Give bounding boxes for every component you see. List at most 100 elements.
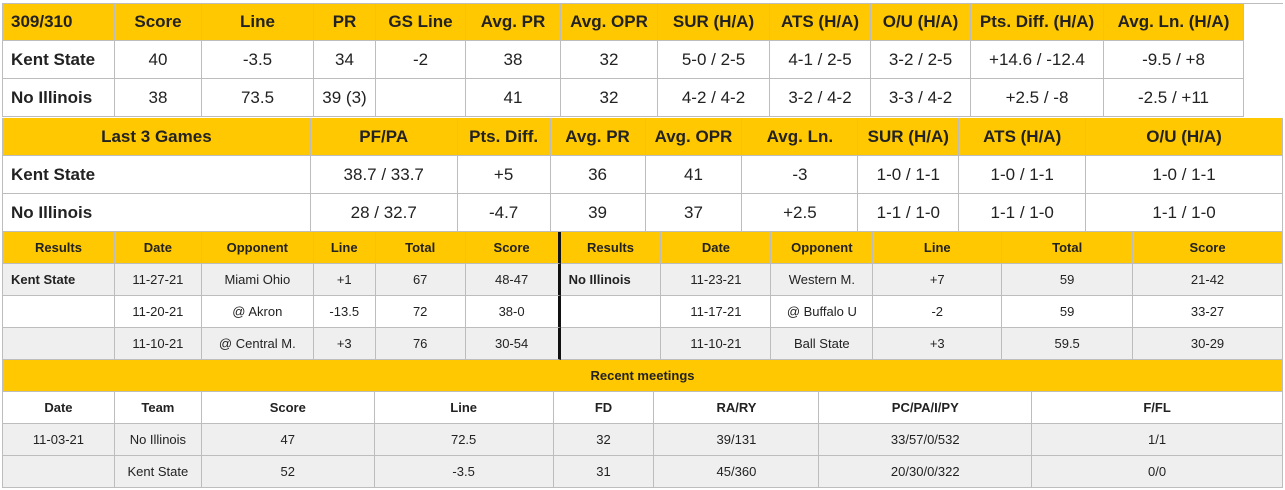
team-name: No Illinois xyxy=(114,424,202,456)
results-cell: 11-20-21 xyxy=(114,296,202,328)
meetings-header-cell: Line xyxy=(374,392,554,424)
matchup-cell xyxy=(376,79,466,117)
last3-header-cell: ATS (H/A) xyxy=(959,118,1087,156)
matchup-header-cell: SUR (H/A) xyxy=(658,4,770,41)
team-name: Kent State xyxy=(3,264,115,296)
results-cell: 48-47 xyxy=(465,264,561,296)
meetings-cell: 1/1 xyxy=(1032,424,1283,456)
team-name xyxy=(3,296,115,328)
results-header-cell: Opponent xyxy=(771,232,874,264)
results-cell: -13.5 xyxy=(313,296,376,328)
last3-header-row: Last 3 Games PF/PA Pts. Diff. Avg. PR Avg. O… xyxy=(2,118,1283,156)
last3-cell: 1-0 / 1-1 xyxy=(959,156,1087,194)
results-cell: 21-42 xyxy=(1133,264,1283,296)
matchup-header-cell: ATS (H/A) xyxy=(770,4,871,41)
results-header-cell: Total xyxy=(1002,232,1134,264)
team-name xyxy=(3,328,115,360)
matchup-cell: 39 (3) xyxy=(314,79,376,117)
matchup-header-cell: O/U (H/A) xyxy=(871,4,971,41)
team-name: No Illinois xyxy=(560,264,662,296)
meetings-row: Kent State 52 -3.5 31 45/360 20/30/0/322 0/0 xyxy=(2,456,1283,488)
team-name: Kent State xyxy=(3,41,115,79)
meetings-header-cell: F/FL xyxy=(1032,392,1283,424)
results-cell: @ Buffalo U xyxy=(771,296,874,328)
results-cell: +3 xyxy=(873,328,1003,360)
meetings-cell: 20/30/0/322 xyxy=(819,456,1033,488)
results-cell: 30-54 xyxy=(465,328,561,360)
matchup-cell: +14.6 / -12.4 xyxy=(971,41,1104,79)
results-header-cell: Line xyxy=(313,232,376,264)
meetings-cell: 47 xyxy=(201,424,375,456)
meetings-cell: 39/131 xyxy=(654,424,820,456)
matchup-team-row: No Illinois 38 73.5 39 (3) 41 32 4-2 / 4-2 3-2 … xyxy=(2,79,1283,117)
results-row: Kent State 11-27-21 Miami Ohio +1 67 48-47 No … xyxy=(2,264,1283,296)
results-cell: Western M. xyxy=(771,264,874,296)
results-header-cell: Line xyxy=(873,232,1003,264)
last3-cell: 38.7 / 33.7 xyxy=(310,156,458,194)
results-header-cell: Opponent xyxy=(201,232,314,264)
results-header-cell: Results xyxy=(560,232,662,264)
meetings-title: Recent meetings xyxy=(3,360,1283,392)
matchup-cell: -3.5 xyxy=(202,41,314,79)
results-cell: +3 xyxy=(313,328,376,360)
meetings-cell: 31 xyxy=(553,456,655,488)
results-cell: 33-27 xyxy=(1133,296,1283,328)
meetings-cell: 33/57/0/532 xyxy=(819,424,1033,456)
results-header-cell: Date xyxy=(661,232,772,264)
matchup-cell: 73.5 xyxy=(202,79,314,117)
results-cell: Miami Ohio xyxy=(201,264,314,296)
matchup-header-cell: GS Line xyxy=(376,4,466,41)
team-name: Kent State xyxy=(114,456,202,488)
last3-cell: 1-0 / 1-1 xyxy=(1086,156,1283,194)
results-header-cell: Results xyxy=(3,232,115,264)
matchup-header-cell: Pts. Diff. (H/A) xyxy=(971,4,1104,41)
last3-cell: 1-1 / 1-0 xyxy=(1086,194,1283,232)
meetings-cell: -3.5 xyxy=(374,456,554,488)
results-header-cell: Date xyxy=(114,232,202,264)
last3-header-cell: Avg. OPR xyxy=(645,118,743,156)
team-name: Kent State xyxy=(3,156,311,194)
last3-cell: 1-1 / 1-0 xyxy=(858,194,960,232)
last3-team-row: Kent State 38.7 / 33.7 +5 36 41 -3 1-0 / 1-1 1-… xyxy=(2,156,1283,194)
matchup-header-cell: Avg. OPR xyxy=(561,4,658,41)
matchup-cell: 4-2 / 4-2 xyxy=(658,79,770,117)
results-cell: 59 xyxy=(1002,264,1134,296)
matchup-id: 309/310 xyxy=(3,4,115,41)
results-cell: Ball State xyxy=(771,328,874,360)
last3-cell: 41 xyxy=(645,156,743,194)
matchup-header-row: 309/310 Score Line PR GS Line Avg. PR Avg. OPR… xyxy=(2,3,1283,41)
matchup-cell: 3-3 / 4-2 xyxy=(871,79,971,117)
results-cell: @ Akron xyxy=(201,296,314,328)
meetings-header-cell: PC/PA/I/PY xyxy=(819,392,1033,424)
matchup-cell: 4-1 / 2-5 xyxy=(770,41,871,79)
results-cell: 11-17-21 xyxy=(661,296,772,328)
matchup-cell: -9.5 / +8 xyxy=(1104,41,1244,79)
results-cell: 76 xyxy=(375,328,466,360)
matchup-cell: -2.5 / +11 xyxy=(1104,79,1244,117)
results-cell: 11-23-21 xyxy=(661,264,772,296)
last3-header-cell: SUR (H/A) xyxy=(858,118,960,156)
team-name xyxy=(560,296,662,328)
matchup-cell: 3-2 / 2-5 xyxy=(871,41,971,79)
last3-header-cell: Avg. Ln. xyxy=(742,118,859,156)
last3-cell: -4.7 xyxy=(457,194,551,232)
last3-cell: +2.5 xyxy=(742,194,859,232)
last3-title: Last 3 Games xyxy=(3,118,311,156)
matchup-cell: -2 xyxy=(376,41,466,79)
results-header-row: Results Date Opponent Line Total Score Results… xyxy=(2,232,1283,264)
meetings-header-cell: Score xyxy=(201,392,375,424)
results-cell: 72 xyxy=(375,296,466,328)
matchup-cell: 40 xyxy=(115,41,202,79)
meetings-header-row: Date Team Score Line FD RA/RY PC/PA/I/PY F/FL xyxy=(2,392,1283,424)
last3-header-cell: O/U (H/A) xyxy=(1086,118,1283,156)
results-cell: 11-27-21 xyxy=(114,264,202,296)
last3-cell: 28 / 32.7 xyxy=(310,194,458,232)
results-cell: 11-10-21 xyxy=(114,328,202,360)
results-header-cell: Total xyxy=(375,232,466,264)
results-cell: 67 xyxy=(375,264,466,296)
meetings-header-cell: FD xyxy=(553,392,655,424)
results-cell: 59 xyxy=(1002,296,1134,328)
results-cell: +1 xyxy=(313,264,376,296)
meetings-title-row: Recent meetings xyxy=(2,360,1283,392)
last3-header-cell: PF/PA xyxy=(310,118,458,156)
